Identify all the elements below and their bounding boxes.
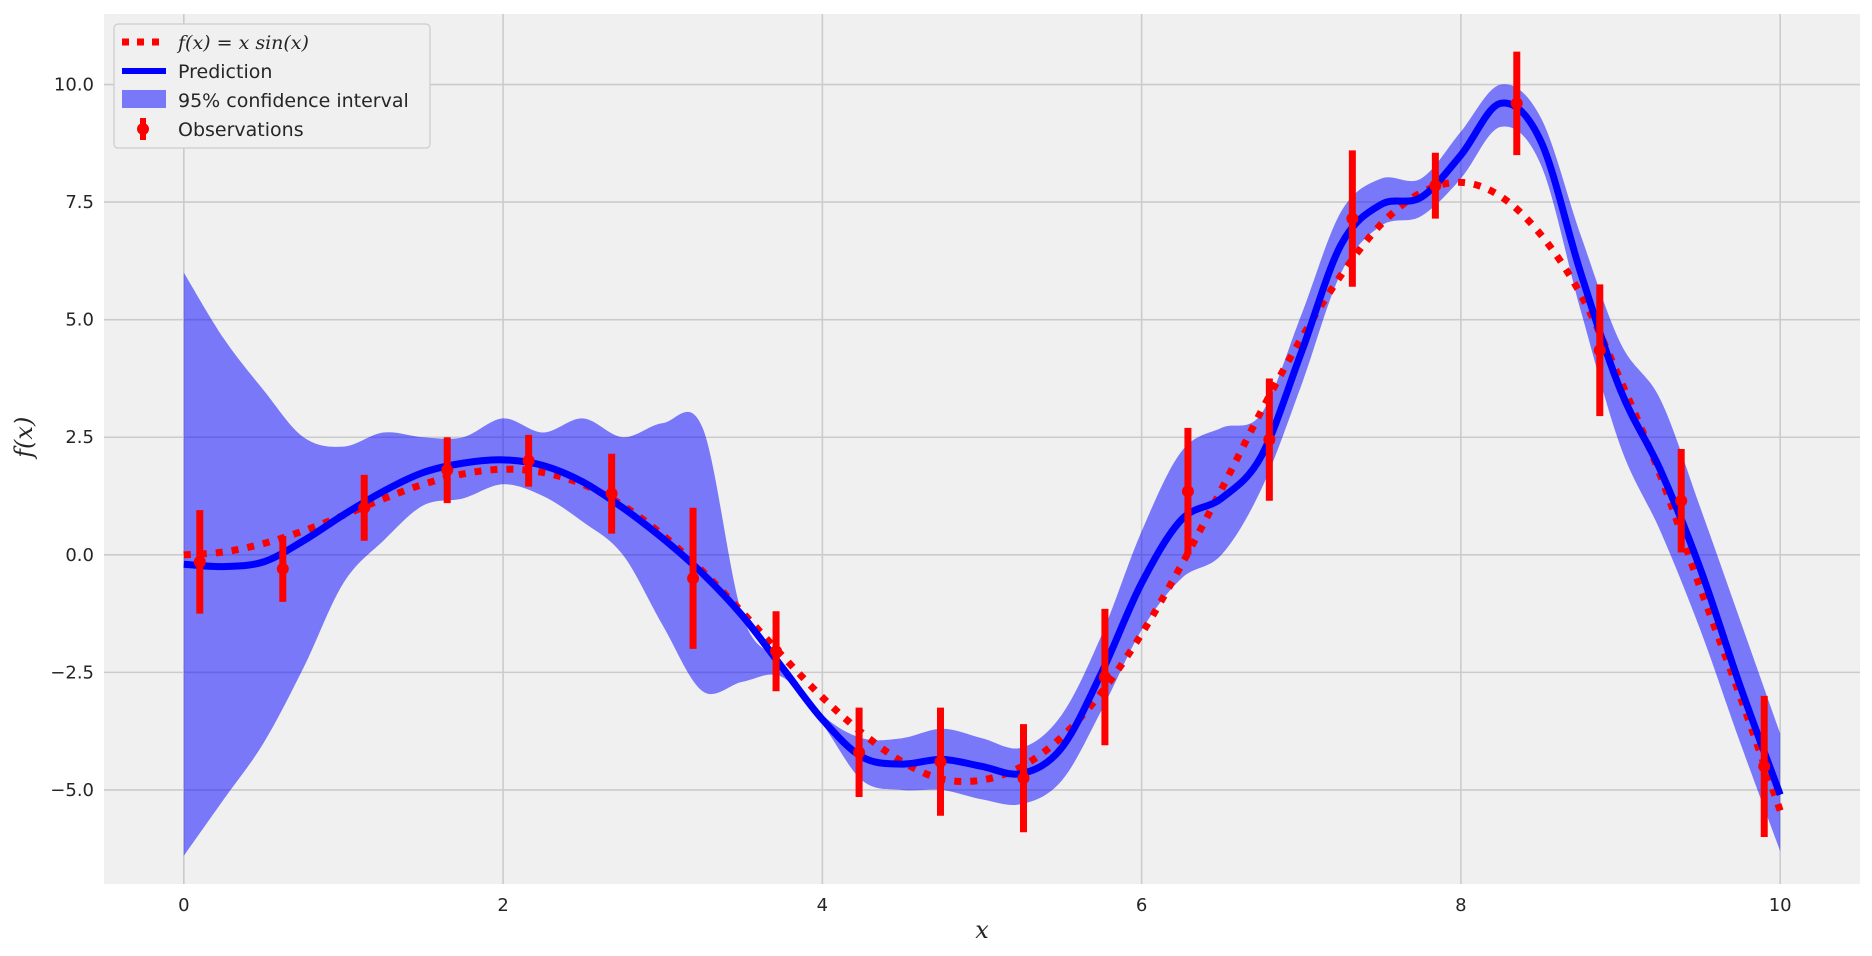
observation-marker [1017, 772, 1030, 785]
observation-point [1510, 51, 1523, 156]
observation-point [1346, 150, 1359, 287]
legend-swatch-observations-marker [137, 123, 149, 135]
legend-label-confidence: 95% confidence interval [178, 90, 409, 112]
y-tick-label: 7.5 [65, 192, 94, 213]
observation-point [687, 507, 700, 649]
observation-point [193, 510, 206, 614]
observation-marker [1593, 344, 1606, 357]
confidence-band [183, 84, 1781, 856]
x-tick-label: 0 [178, 895, 189, 916]
observation-marker [853, 746, 866, 759]
legend-label-prediction: Prediction [178, 61, 272, 83]
observation-point [1758, 695, 1771, 837]
observation-marker [1098, 671, 1111, 684]
y-tick-labels: −5.0 −2.5 0.0 2.5 5.0 7.5 10.0 [50, 75, 94, 801]
observation-marker [1758, 760, 1771, 773]
x-axis-label: x [975, 916, 989, 944]
observation-marker [1510, 97, 1523, 110]
observation-marker [770, 645, 783, 658]
observation-point [522, 434, 535, 487]
prediction-line [183, 99, 1784, 796]
legend-box [113, 23, 431, 149]
observations-layer [193, 51, 1771, 837]
observation-point [605, 453, 618, 534]
observation-point [934, 707, 947, 816]
observation-point [358, 474, 371, 541]
legend: f(x) = x sin(x) Prediction 95% confidenc… [113, 23, 431, 149]
observation-point [1263, 378, 1276, 501]
true-function-path [183, 178, 1784, 812]
observation-marker [358, 501, 371, 514]
observation-point [1098, 608, 1111, 746]
observation-marker [1181, 485, 1194, 498]
legend-label-true-function: f(x) = x sin(x) [176, 32, 309, 54]
y-tick-label: 0.0 [65, 545, 94, 566]
observation-marker [193, 555, 206, 568]
observation-point [853, 707, 866, 797]
observation-point [441, 437, 454, 504]
observation-marker [522, 454, 535, 467]
observation-point [1429, 152, 1442, 219]
x-tick-label: 10 [1769, 895, 1792, 916]
observation-marker [605, 487, 618, 500]
observation-point [1181, 427, 1194, 555]
true-function-line [183, 178, 1784, 812]
observation-marker [276, 562, 289, 575]
x-tick-label: 2 [497, 895, 508, 916]
observation-point [276, 536, 289, 602]
observation-marker [1429, 179, 1442, 192]
observation-marker [441, 464, 454, 477]
observation-marker [1346, 212, 1359, 225]
observation-marker [687, 572, 700, 585]
confidence-interval-band [183, 84, 1781, 856]
x-tick-label: 8 [1455, 895, 1466, 916]
observation-marker [1263, 433, 1276, 446]
y-tick-label: −5.0 [50, 780, 94, 801]
y-tick-label: −2.5 [50, 662, 94, 683]
observation-marker [1675, 494, 1688, 507]
x-tick-labels: 0 2 4 6 8 10 [178, 895, 1792, 916]
legend-label-observations: Observations [178, 119, 304, 141]
y-axis-label: f(x) [10, 417, 38, 460]
x-tick-label: 4 [817, 895, 828, 916]
y-tick-label: 2.5 [65, 427, 94, 448]
prediction-path [183, 99, 1784, 796]
legend-swatch-confidence [122, 90, 166, 108]
observation-point [1675, 449, 1688, 553]
observation-point [770, 611, 783, 692]
x-tick-label: 6 [1136, 895, 1147, 916]
y-tick-label: 10.0 [54, 75, 94, 96]
observation-point [1017, 724, 1030, 833]
y-tick-label: 5.0 [65, 310, 94, 331]
observation-point [1593, 284, 1606, 417]
observation-marker [934, 755, 947, 768]
